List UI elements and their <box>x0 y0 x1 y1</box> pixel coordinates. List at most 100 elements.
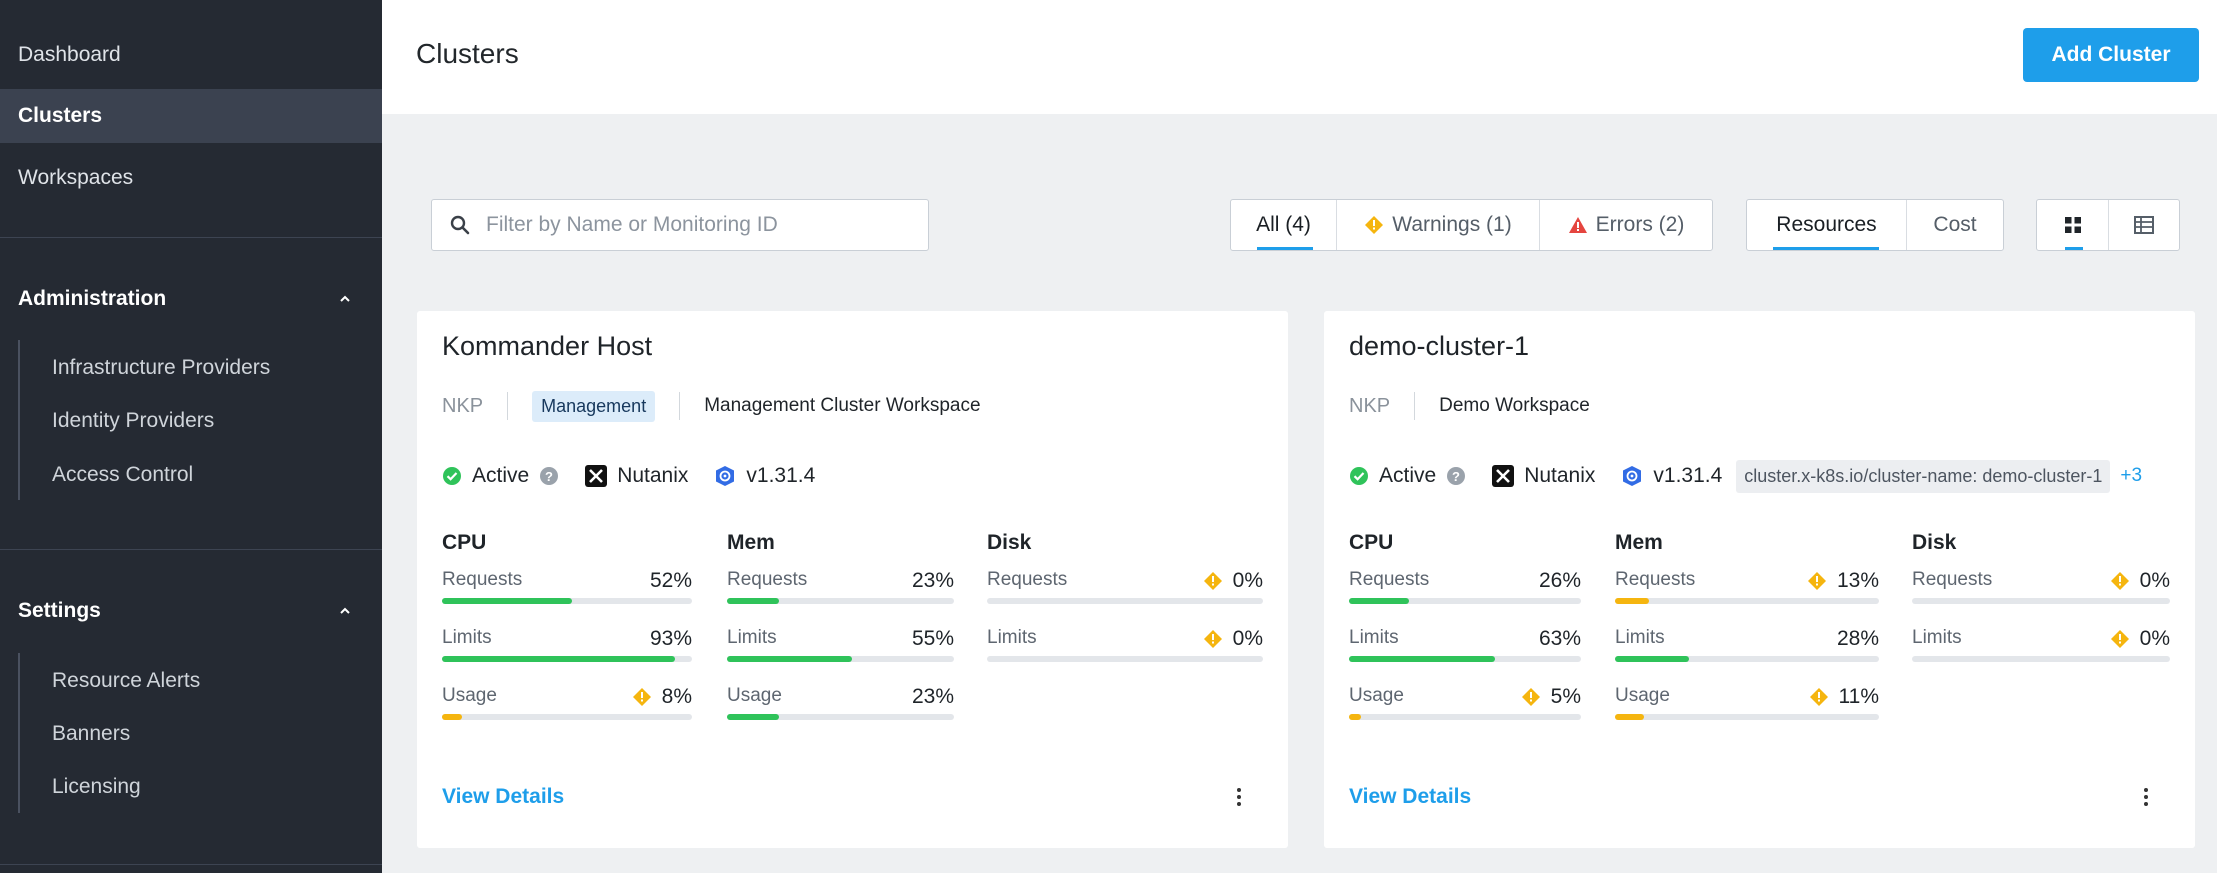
sidebar-item-access-control[interactable]: Access Control <box>52 455 193 495</box>
metric-value-text: 8% <box>661 685 692 708</box>
help-icon[interactable]: ? <box>539 466 559 486</box>
mem-column: Mem Requests 23% Limits 55% Usage 23% <box>727 531 954 720</box>
disk-title: Disk <box>1912 531 1957 554</box>
metric-value-text: 63% <box>1538 627 1581 650</box>
mem-usage-metric: Usage 23% <box>727 685 954 725</box>
progress-track <box>987 598 1263 604</box>
metric-value: 0% <box>2110 569 2170 593</box>
kubernetes-icon <box>716 466 735 486</box>
sidebar: Dashboard Clusters Workspaces Administra… <box>0 0 382 873</box>
tag-divider <box>679 392 681 420</box>
sidebar-item-identity-providers[interactable]: Identity Providers <box>52 401 214 441</box>
mem-title: Mem <box>1615 531 1663 554</box>
active-underline <box>1257 247 1313 250</box>
cluster-status-row: Active ? Nutanix v1.31.4 cluster.x-k8s.i… <box>1349 459 2143 493</box>
sidebar-item-infrastructure-providers[interactable]: Infrastructure Providers <box>52 348 270 388</box>
metric-value: 93% <box>650 627 692 651</box>
warning-icon <box>1203 629 1223 649</box>
infra-provider: Nutanix <box>1524 464 1596 487</box>
metric-value: 28% <box>1837 627 1879 651</box>
sidebar-item-label: Licensing <box>52 775 141 798</box>
warning-icon <box>1809 687 1829 707</box>
cpu-title: CPU <box>1349 531 1394 554</box>
administration-section-toggle[interactable]: Administration <box>0 274 382 324</box>
cluster-card: demo-cluster-1 NKP Demo Workspace Active… <box>1324 311 2195 848</box>
disk-column: Disk Requests 0% Limits 0% <box>987 531 1263 662</box>
administration-title: Administration <box>18 287 167 310</box>
filter-errors-label: Errors (2) <box>1595 213 1685 236</box>
layout-toggle-group <box>2036 199 2180 251</box>
nav-clusters[interactable]: Clusters <box>0 89 382 143</box>
filter-warnings-label: Warnings (1) <box>1392 213 1512 236</box>
add-cluster-button[interactable]: Add Cluster <box>2023 28 2199 82</box>
filter-warnings[interactable]: Warnings (1) <box>1337 200 1540 250</box>
filter-errors[interactable]: Errors (2) <box>1540 200 1712 250</box>
nav-dashboard[interactable]: Dashboard <box>0 28 382 82</box>
metric-value-text: 55% <box>911 627 954 650</box>
page-header: Clusters Add Cluster <box>382 0 2217 114</box>
mem-column: Mem Requests 13% Limits 28% Usage 11% <box>1615 531 1879 720</box>
tag-divider <box>1414 392 1416 420</box>
progress-track <box>1615 714 1879 720</box>
nav-workspaces-label: Workspaces <box>18 166 134 189</box>
cpu-limits-metric: Limits 63% <box>1349 627 1581 667</box>
workspace-name: Management Cluster Workspace <box>704 395 981 416</box>
progress-fill <box>442 714 462 720</box>
metric-label: Requests <box>442 569 523 590</box>
sidebar-item-label: Banners <box>52 722 131 745</box>
metric-value: 5% <box>1521 685 1581 709</box>
nutanix-icon <box>585 465 608 487</box>
progress-track <box>987 656 1263 662</box>
cpu-usage-metric: Usage 5% <box>1349 685 1581 725</box>
metric-value: 0% <box>1203 627 1263 651</box>
progress-fill <box>1349 598 1410 604</box>
mem-title: Mem <box>727 531 775 554</box>
help-icon[interactable]: ? <box>1446 466 1466 486</box>
view-details-link[interactable]: View Details <box>442 785 565 808</box>
search-icon <box>450 215 470 235</box>
settings-section-toggle[interactable]: Settings <box>0 586 382 636</box>
warning-icon <box>632 687 652 707</box>
more-options-icon[interactable] <box>1236 787 1242 807</box>
metric-value-text: 13% <box>1836 569 1879 592</box>
mem-limits-metric: Limits 55% <box>727 627 954 667</box>
metric-label: Limits <box>442 627 492 648</box>
progress-track <box>1615 598 1879 604</box>
metric-value: 11% <box>1809 685 1879 709</box>
metric-value-text: 5% <box>1550 685 1581 708</box>
filter-all[interactable]: All (4) <box>1231 200 1337 250</box>
metric-value-text: 52% <box>649 569 692 592</box>
tab-resources[interactable]: Resources <box>1747 200 1907 250</box>
progress-track <box>727 656 954 662</box>
tag-divider <box>507 392 509 420</box>
metric-label: Limits <box>727 627 777 648</box>
warning-icon <box>1203 571 1223 591</box>
svg-text:?: ? <box>545 469 553 484</box>
chevron-up-icon <box>340 295 350 302</box>
grid-view-button[interactable] <box>2037 200 2109 250</box>
cpu-title: CPU <box>442 531 487 554</box>
metric-value: 55% <box>912 627 954 651</box>
tab-cost-label: Cost <box>1933 213 1977 236</box>
sidebar-item-banners[interactable]: Banners <box>52 714 130 754</box>
filter-all-label: All (4) <box>1256 213 1311 236</box>
tab-cost[interactable]: Cost <box>1907 200 2003 250</box>
more-labels-link[interactable]: +3 <box>2120 465 2143 486</box>
search-input[interactable] <box>486 213 926 237</box>
progress-fill <box>1615 656 1689 662</box>
table-view-button[interactable] <box>2109 200 2179 250</box>
infra-provider: Nutanix <box>617 464 689 487</box>
sidebar-item-licensing[interactable]: Licensing <box>52 767 141 807</box>
cpu-column: CPU Requests 26% Limits 63% Usage 5% <box>1349 531 1581 720</box>
tab-resources-label: Resources <box>1776 213 1877 236</box>
mem-requests-metric: Requests 23% <box>727 569 954 609</box>
cluster-tags: NKP Demo Workspace <box>1349 389 1590 423</box>
nav-workspaces[interactable]: Workspaces <box>0 151 382 205</box>
search-box[interactable] <box>431 199 929 251</box>
metric-label: Limits <box>1912 627 1962 648</box>
progress-fill <box>727 714 780 720</box>
metric-label: Requests <box>1615 569 1696 590</box>
view-details-link[interactable]: View Details <box>1349 785 1472 808</box>
sidebar-item-resource-alerts[interactable]: Resource Alerts <box>52 661 200 701</box>
more-options-icon[interactable] <box>2143 787 2149 807</box>
